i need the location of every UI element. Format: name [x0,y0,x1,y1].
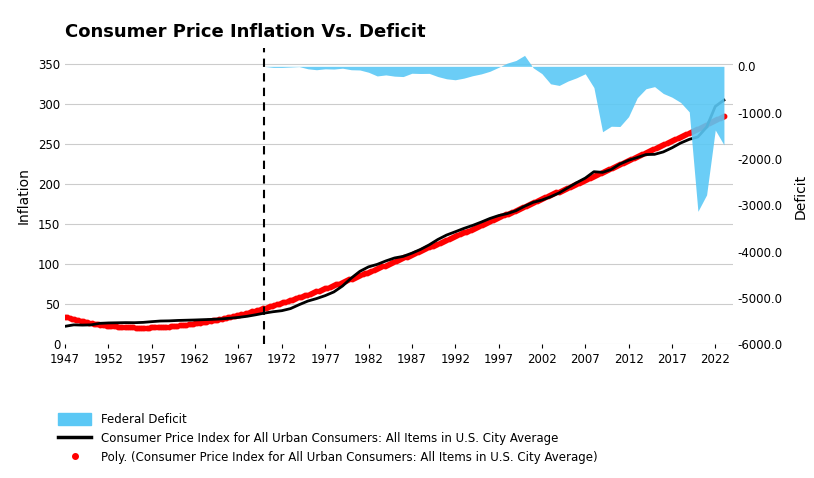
Text: Consumer Price Inflation Vs. Deficit: Consumer Price Inflation Vs. Deficit [65,22,426,41]
Y-axis label: Deficit: Deficit [794,174,807,218]
Y-axis label: Inflation: Inflation [17,168,31,224]
Legend: Federal Deficit, Consumer Price Index for All Urban Consumers: All Items in U.S.: Federal Deficit, Consumer Price Index fo… [55,409,601,467]
